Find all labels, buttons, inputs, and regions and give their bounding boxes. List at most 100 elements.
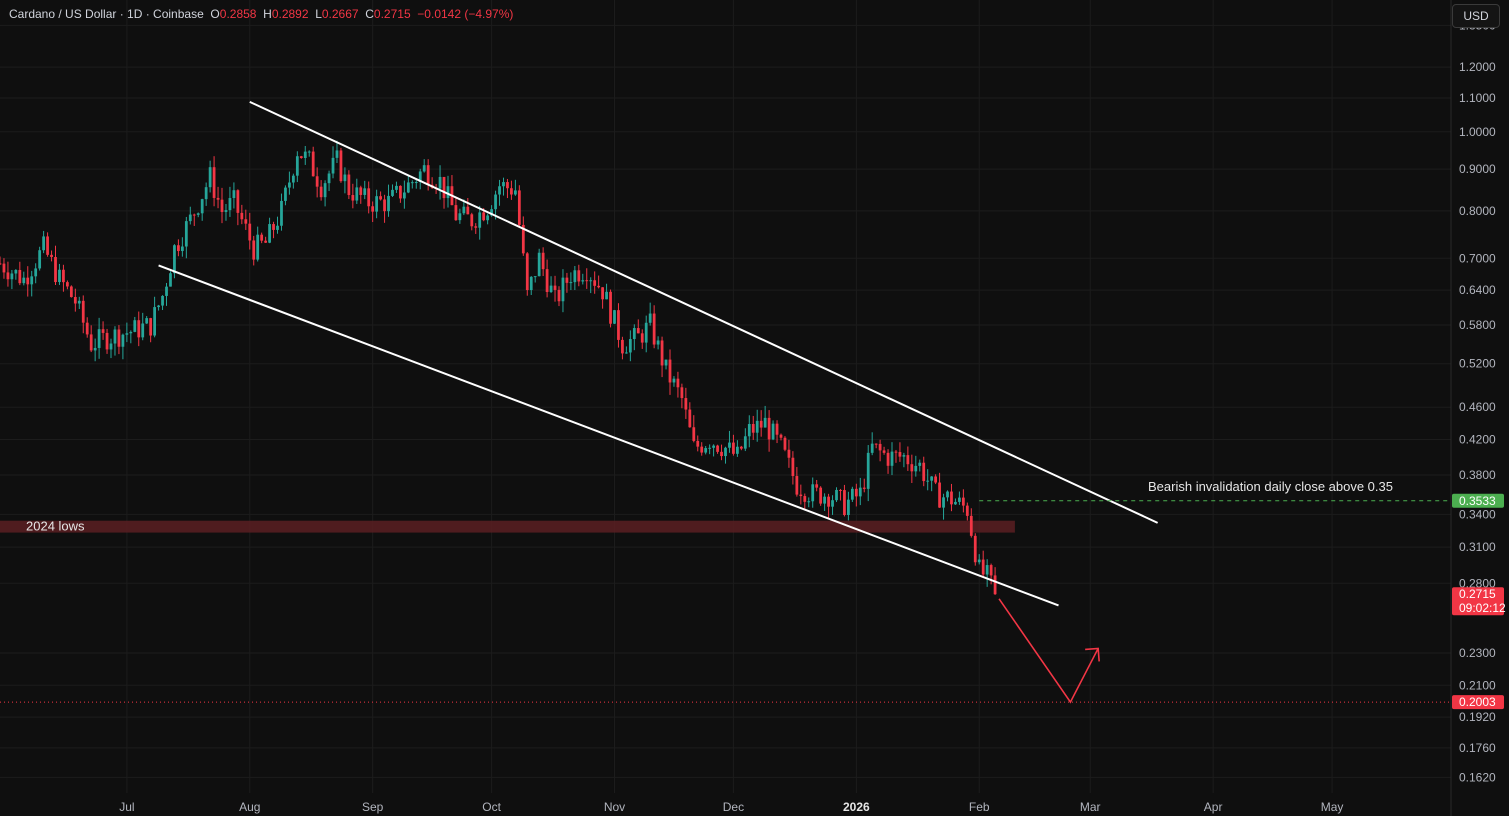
candle-body: [426, 165, 430, 185]
candle-body: [410, 182, 414, 184]
candle-body: [977, 559, 981, 563]
candle-body: [355, 187, 359, 201]
candle-body: [946, 491, 949, 498]
candle-body: [961, 497, 965, 506]
candle-body: [553, 285, 557, 290]
candle-body: [656, 340, 660, 345]
candle-body: [819, 487, 823, 504]
y-tick-label: 0.6400: [1459, 283, 1496, 297]
x-tick-label: Jul: [119, 800, 134, 814]
candle-body: [161, 295, 164, 306]
candle-body: [870, 443, 874, 453]
candles: [0, 140, 997, 595]
candle-body: [466, 206, 470, 215]
candle-body: [482, 212, 486, 221]
candle-body: [62, 269, 65, 283]
candle-body: [605, 291, 608, 300]
candle-body: [993, 575, 997, 595]
candle-body: [216, 197, 220, 200]
candle-body: [18, 270, 22, 284]
y-tick-label: 1.2000: [1459, 60, 1496, 74]
x-tick-label: Aug: [239, 800, 260, 814]
candle-body: [232, 190, 236, 199]
candle-body: [371, 206, 375, 212]
candle-body: [847, 499, 850, 515]
candle-body: [399, 185, 402, 199]
candle-body: [533, 276, 537, 278]
target-price-tag-bg: [1452, 695, 1504, 710]
candle-body: [648, 313, 652, 323]
candle-body: [577, 270, 581, 282]
y-tick-label: 0.7000: [1459, 251, 1496, 265]
candle-body: [914, 465, 918, 472]
candle-body: [890, 451, 894, 466]
candle-body: [89, 334, 93, 351]
candle-body: [565, 277, 569, 283]
candle-body: [862, 487, 866, 489]
candle-body: [188, 214, 192, 222]
candle-body: [625, 352, 628, 354]
candle-body: [910, 464, 914, 472]
candle-body: [827, 496, 830, 507]
candle-body: [771, 423, 775, 440]
candle-body: [46, 236, 49, 255]
candle-body: [918, 462, 922, 466]
candle-body: [280, 200, 283, 226]
currency-button[interactable]: USD: [1452, 4, 1500, 28]
y-tick-label: 0.8000: [1459, 204, 1496, 218]
y-tick-label: 0.1760: [1459, 741, 1496, 755]
candle-body: [264, 240, 268, 243]
candle-body: [200, 199, 204, 214]
candle-body: [307, 151, 311, 153]
x-tick-label: Nov: [604, 800, 625, 814]
candle-body: [593, 280, 597, 286]
candle-body: [906, 455, 910, 465]
candle-body: [260, 234, 264, 241]
candle-body: [775, 423, 779, 435]
candle-body: [739, 446, 743, 449]
symbol-name: Cardano / US Dollar · 1D · Coinbase: [9, 7, 204, 21]
candle-body: [422, 165, 426, 172]
y-tick-label: 0.5800: [1459, 318, 1496, 332]
candle-body: [85, 322, 89, 335]
candle-body: [204, 187, 208, 200]
candle-body: [228, 198, 232, 211]
candle-body: [684, 398, 688, 410]
candle-body: [240, 212, 244, 220]
candle-body: [724, 447, 727, 457]
candle-body: [704, 448, 708, 453]
candle-body: [327, 173, 331, 184]
candle-body: [34, 268, 38, 277]
candle-body: [973, 535, 977, 563]
candle-body: [712, 445, 715, 448]
candle-body: [688, 409, 692, 428]
candle-body: [529, 276, 533, 291]
candle-body: [73, 297, 77, 304]
candle-body: [323, 183, 327, 198]
candle-body: [339, 150, 343, 182]
candle-body: [541, 252, 545, 270]
y-tick-label: 0.1620: [1459, 770, 1496, 784]
zone-2024-lows: [0, 520, 1015, 533]
candle-body: [66, 282, 69, 287]
candle-body: [379, 196, 382, 200]
candle-body: [288, 182, 291, 188]
candle-body: [898, 452, 902, 457]
candle-body: [922, 462, 926, 482]
candle-body: [894, 451, 898, 453]
candle-body: [137, 320, 141, 338]
current-price-tag-label: 0.2715: [1459, 587, 1496, 601]
candle-body: [557, 289, 561, 302]
candle-body: [414, 181, 418, 183]
x-tick-label: Sep: [362, 800, 384, 814]
candle-body: [129, 331, 133, 334]
candle-body: [989, 565, 993, 576]
y-tick-label: 1.1000: [1459, 91, 1496, 105]
candle-body: [759, 420, 763, 428]
candle-body: [454, 205, 458, 221]
x-tick-label: Dec: [723, 800, 744, 814]
candle-body: [101, 329, 105, 333]
candle-body: [402, 192, 406, 199]
candle-body: [720, 451, 723, 457]
